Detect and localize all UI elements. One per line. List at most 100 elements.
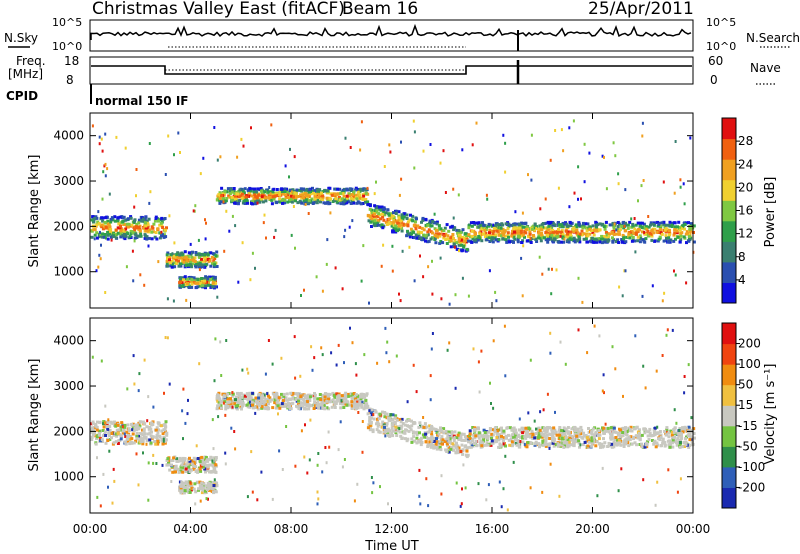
power-echo-167 [148, 236, 151, 240]
power-echo-2492 [640, 184, 643, 188]
velocity-echo-209 [125, 437, 129, 441]
velocity-echo-263 [123, 425, 127, 429]
velocity-echo-1901 [489, 441, 493, 445]
power-echo-238 [140, 219, 144, 223]
power-echo-1993 [510, 234, 514, 238]
power-echo-549 [180, 284, 184, 288]
power-echo-65 [97, 235, 101, 239]
velocity-echo-178 [154, 428, 158, 432]
power-echo-2223 [493, 224, 497, 228]
power-echo-2433 [448, 302, 451, 306]
power-echo-2301 [104, 291, 107, 294]
velocity-echo-1150 [419, 424, 422, 428]
velocity-echo-864 [333, 404, 337, 407]
power-echo-1240 [377, 212, 381, 216]
velocity-echo-1886 [618, 434, 622, 438]
power-echo-2351 [539, 207, 542, 211]
velocity-echo-1636 [622, 443, 626, 447]
power-echo-2305 [453, 245, 456, 249]
velocity-echo-2243 [612, 426, 616, 430]
power-echo-1507 [524, 221, 528, 225]
power-echo-2063 [688, 229, 692, 233]
power-echo-253 [116, 216, 120, 220]
velocity-echo-264 [91, 433, 95, 437]
power-echo-396 [198, 253, 202, 257]
power-echo-1400 [462, 240, 466, 244]
velocity-echo-1106 [360, 403, 363, 407]
velocity-echo-2371 [485, 498, 488, 502]
velocity-echo-1407 [410, 440, 414, 444]
velocity-echo-2033 [533, 436, 537, 440]
velocity-echo-2140 [590, 439, 594, 443]
power-echo-2476 [388, 143, 391, 147]
velocity-echo-2328 [542, 408, 545, 412]
power-echo-2221 [655, 230, 659, 234]
power-echo-2104 [569, 233, 573, 237]
power-echo-2459 [360, 120, 363, 124]
power-echo-2105 [480, 232, 484, 236]
power-echo-1328 [368, 207, 372, 211]
velocity-echo-2244 [590, 444, 594, 448]
power-echo-268 [128, 234, 132, 238]
power-echo-1795 [510, 232, 514, 236]
power-echo-1391 [431, 236, 435, 240]
power-echo-457 [208, 283, 212, 287]
velocity-echo-1174 [437, 442, 441, 446]
velocity-echo-2055 [592, 438, 596, 442]
velocity-echo-2147 [671, 438, 675, 442]
power-echo-2328 [135, 194, 137, 198]
velocity-echo-1680 [676, 437, 680, 441]
velocity-echo-393 [210, 463, 214, 467]
power-echo-233 [160, 216, 164, 220]
velocity-echo-1225 [428, 440, 432, 444]
power-echo-2352 [98, 253, 101, 257]
velocity-echo-1289 [388, 419, 392, 423]
velocity-echo-2049 [510, 444, 514, 448]
velocity-echo-2170 [505, 426, 509, 430]
power-echo-294 [195, 261, 199, 265]
power-echo-780 [345, 196, 349, 200]
velocity-echo-443 [183, 457, 187, 461]
velocity-echo-2086 [591, 441, 595, 445]
power-echo-2430 [391, 244, 394, 248]
power-echo-2299 [97, 210, 100, 214]
velocity-echo-173 [149, 441, 153, 445]
velocity-echo-200 [103, 421, 107, 425]
freq-unit: [MHz] [8, 67, 43, 81]
power-echo-1745 [673, 225, 677, 229]
velocity-echo-2350 [386, 340, 389, 344]
power-echo-326 [188, 260, 192, 264]
velocity-echo-2129 [684, 427, 688, 431]
power-echo-1699 [649, 221, 653, 225]
velocity-echo-1437 [446, 432, 450, 436]
freq-panel: Freq. [MHz] 18 8 60 0 Nave [8, 54, 781, 104]
velocity-echo-2240 [567, 430, 571, 434]
power-echo-1027 [257, 193, 260, 197]
velocity-echo-1646 [693, 436, 696, 440]
velocity-echo-2330 [246, 495, 249, 499]
velocity-echo-653 [243, 397, 247, 400]
power-echo-875 [307, 190, 311, 194]
power-echo-1014 [352, 201, 356, 205]
power-echo-1350 [445, 223, 449, 227]
power-echo-2530 [457, 193, 460, 197]
power-echo-2077 [467, 226, 471, 230]
power-echo-112 [97, 232, 101, 236]
power-echo-351 [181, 253, 185, 257]
power-echo-1265 [426, 223, 430, 227]
power-echo-1999 [549, 237, 553, 241]
velocity-echo-1379 [378, 412, 382, 416]
power-echo-1011 [352, 190, 356, 194]
velocity-echo-1911 [670, 433, 674, 437]
velocity-echo-688 [296, 397, 300, 401]
velocity-echo-2258 [668, 439, 671, 443]
velocity-echo-105 [112, 441, 116, 445]
power-echo-1449 [407, 232, 411, 236]
velocity-echo-29 [163, 441, 167, 445]
velocity-echo-1479 [410, 437, 414, 441]
power-echo-1253 [422, 233, 426, 237]
power-echo-1061 [348, 194, 352, 198]
power-echo-417 [166, 264, 170, 268]
velocity-echo-2050 [623, 427, 627, 431]
power-echo-1174 [405, 217, 409, 220]
